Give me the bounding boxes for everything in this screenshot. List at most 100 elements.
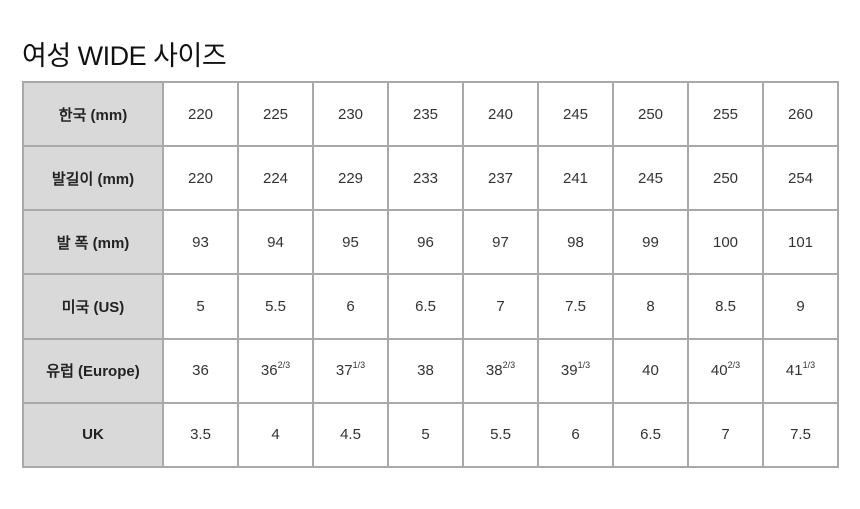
cell-value: 99: [642, 233, 659, 251]
table-cell: 36: [162, 337, 239, 404]
table-cell: 3.5: [162, 401, 239, 469]
table-cell: 8: [612, 273, 689, 340]
table-cell: 4.5: [312, 401, 389, 469]
table-cell: 7.5: [762, 401, 839, 469]
cell-value: 250: [637, 105, 664, 123]
cell-value: 230: [337, 105, 364, 123]
cell-value: 7: [721, 426, 730, 444]
cell-value: 237: [487, 169, 514, 187]
table-cell: 250: [612, 80, 689, 148]
cell-value: 7: [496, 298, 505, 316]
table-cell: 97: [462, 209, 539, 276]
table-cell: 220: [162, 145, 239, 212]
cell-value: 224: [262, 169, 289, 187]
table-cell: 94: [237, 209, 314, 276]
cell-value: 233: [412, 169, 439, 187]
cell-value: 8.5: [715, 298, 736, 316]
cell-value: 255: [712, 105, 739, 123]
table-cell: 254: [762, 145, 839, 212]
cell-value: 8: [646, 298, 655, 316]
table-cell: 391/3: [537, 337, 614, 404]
cell-value: 254: [787, 169, 814, 187]
cell-value: 245: [637, 169, 664, 187]
cell-value: 36: [260, 362, 278, 380]
table-cell: 8.5: [687, 273, 764, 340]
table-cell: 93: [162, 209, 239, 276]
row-header: 한국 (mm): [22, 80, 164, 148]
table-cell: 411/3: [762, 337, 839, 404]
table-cell: 260: [762, 80, 839, 148]
cell-value: 5: [196, 298, 205, 316]
cell-value: 235: [412, 105, 439, 123]
table-cell: 245: [537, 80, 614, 148]
table-row: 발길이 (mm) 220 224 229 233 237 241 245 250 254: [22, 145, 839, 212]
row-header: UK: [22, 401, 164, 469]
cell-fraction: 2/3: [502, 360, 516, 371]
table-cell: 237: [462, 145, 539, 212]
cell-value: 100: [712, 233, 739, 251]
cell-value: 4.5: [340, 426, 361, 444]
table-cell: 5.5: [462, 401, 539, 469]
table-cell: 95: [312, 209, 389, 276]
cell-fraction: 1/3: [802, 360, 816, 371]
cell-value: 93: [192, 233, 209, 251]
row-header: 미국 (US): [22, 273, 164, 340]
table-cell: 250: [687, 145, 764, 212]
cell-value: 6: [346, 298, 355, 316]
cell-value: 38: [485, 362, 503, 380]
table-cell: 38: [387, 337, 464, 404]
table-cell: 255: [687, 80, 764, 148]
table-cell: 7.5: [537, 273, 614, 340]
table-cell: 5.5: [237, 273, 314, 340]
cell-value: 245: [562, 105, 589, 123]
cell-value: 260: [787, 105, 814, 123]
cell-value: 41: [785, 362, 803, 380]
cell-fraction: 1/3: [352, 360, 366, 371]
table-cell: 230: [312, 80, 389, 148]
table-cell: 40: [612, 337, 689, 404]
cell-value: 6.5: [415, 298, 436, 316]
table-cell: 5: [162, 273, 239, 340]
cell-value: 220: [187, 169, 214, 187]
table-cell: 6: [537, 401, 614, 469]
table-row: 미국 (US) 5 5.5 6 6.5 7 7.5 8 8.5 9: [22, 273, 839, 340]
cell-value: 3.5: [190, 426, 211, 444]
row-header: 발 폭 (mm): [22, 209, 164, 276]
cell-value: 225: [262, 105, 289, 123]
table-cell: 224: [237, 145, 314, 212]
cell-value: 5.5: [265, 298, 286, 316]
table-cell: 220: [162, 80, 239, 148]
cell-value: 4: [271, 426, 280, 444]
table-cell: 241: [537, 145, 614, 212]
table-cell: 233: [387, 145, 464, 212]
cell-value: 250: [712, 169, 739, 187]
table-cell: 382/3: [462, 337, 539, 404]
cell-value: 5.5: [490, 426, 511, 444]
cell-fraction: 2/3: [727, 360, 741, 371]
cell-value: 36: [192, 362, 209, 380]
table-cell: 99: [612, 209, 689, 276]
table-cell: 5: [387, 401, 464, 469]
cell-value: 40: [642, 362, 659, 380]
table-cell: 362/3: [237, 337, 314, 404]
table-cell: 101: [762, 209, 839, 276]
table-cell: 9: [762, 273, 839, 340]
cell-value: 38: [417, 362, 434, 380]
table-row: UK 3.5 4 4.5 5 5.5 6 6.5 7 7.5: [22, 401, 839, 469]
table-cell: 235: [387, 80, 464, 148]
table-cell: 245: [612, 145, 689, 212]
table-cell: 4: [237, 401, 314, 469]
table-row: 발 폭 (mm) 93 94 95 96 97 98 99 100 101: [22, 209, 839, 276]
table-cell: 371/3: [312, 337, 389, 404]
cell-value: 5: [421, 426, 430, 444]
table-cell: 98: [537, 209, 614, 276]
cell-value: 96: [417, 233, 434, 251]
table-cell: 6.5: [387, 273, 464, 340]
table-cell: 402/3: [687, 337, 764, 404]
page-title: 여성 WIDE 사이즈: [22, 41, 227, 71]
row-header: 유럽 (Europe): [22, 337, 164, 404]
cell-value: 94: [267, 233, 284, 251]
table-cell: 240: [462, 80, 539, 148]
row-header: 발길이 (mm): [22, 145, 164, 212]
cell-value: 240: [487, 105, 514, 123]
